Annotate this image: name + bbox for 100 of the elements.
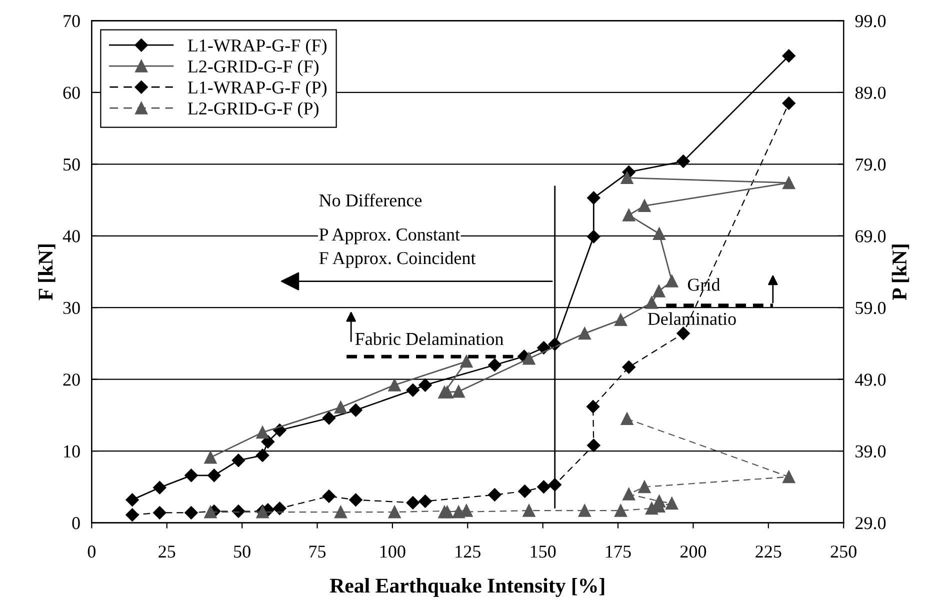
point (587, 230, 600, 244)
point (782, 176, 796, 190)
point (782, 96, 796, 110)
point (184, 506, 198, 520)
point (388, 506, 401, 518)
point (782, 470, 796, 484)
x-tick-label: 75 (309, 546, 326, 558)
y2-tick-label: 69.0 (855, 230, 886, 242)
point (406, 496, 420, 510)
legend-label: L2-GRID-G-F (P) (188, 102, 318, 118)
point (349, 493, 362, 506)
point (666, 497, 678, 510)
point (204, 451, 217, 464)
annotation: Fabric Delamination (355, 332, 504, 346)
point (261, 435, 275, 448)
y-axis-title: F [kN] (38, 244, 56, 300)
annotation: Grid (688, 278, 720, 291)
y-tick-label: 0 (72, 517, 80, 530)
point (622, 360, 636, 374)
point (388, 378, 401, 392)
legend-label: L2-GRID-G-F (F) (188, 60, 318, 76)
point (614, 504, 627, 517)
legend-label: L1-WRAP-G-F (P) (188, 80, 326, 98)
point (207, 468, 221, 482)
point (232, 504, 246, 518)
point (256, 426, 269, 439)
point (587, 191, 600, 204)
annotation: P Approx. Constant (319, 228, 460, 244)
point (126, 508, 139, 522)
point (232, 454, 246, 467)
y2-tick-label: 79.0 (856, 158, 886, 171)
point (153, 481, 166, 494)
point (406, 384, 420, 397)
point (676, 154, 690, 168)
point (614, 314, 627, 326)
point (488, 358, 502, 372)
annotation: Delaminatio (648, 312, 736, 325)
y-tick-label: 30 (63, 302, 80, 314)
point (256, 448, 270, 462)
x-tick-label: 250 (830, 546, 856, 558)
y-tick-label: 20 (63, 374, 80, 386)
point (440, 506, 454, 518)
point (620, 172, 634, 184)
point (578, 504, 591, 517)
y2-axis-title: P [kN] (892, 244, 910, 300)
x-tick-label: 175 (606, 546, 631, 558)
point (460, 355, 473, 368)
x-tick-label: 225 (756, 546, 782, 558)
point (273, 502, 286, 516)
x-tick-label: 50 (234, 546, 250, 558)
x-tick-label: 25 (158, 546, 176, 558)
y-tick-label: 40 (62, 230, 80, 242)
point (622, 488, 636, 500)
point (153, 506, 166, 520)
y-tick-label: 60 (63, 86, 80, 99)
y-tick-label: 70 (64, 14, 80, 28)
x-tick-label: 125 (456, 546, 480, 558)
y2-tick-label: 59.0 (856, 302, 886, 314)
x-tick-label: 150 (530, 546, 556, 558)
point (334, 401, 347, 414)
legend-label: L1-WRAP-G-F (F) (188, 38, 326, 56)
y2-tick-label: 29.0 (855, 517, 886, 530)
annotation: F Approx. Coincident (319, 252, 476, 268)
point (418, 378, 432, 392)
point (418, 494, 432, 508)
point (322, 490, 336, 503)
x-tick-label: 0 (88, 546, 96, 558)
point (652, 284, 666, 298)
x-axis-title: Real Earthquake Intensity [%] (330, 578, 604, 597)
point (652, 227, 666, 240)
point (522, 352, 536, 365)
point (322, 411, 336, 425)
point (537, 480, 550, 494)
point (349, 404, 362, 417)
point (782, 49, 796, 62)
point (676, 326, 690, 340)
point (586, 400, 600, 414)
point (452, 385, 465, 398)
annotation: No Difference (319, 194, 422, 206)
y2-tick-label: 99.0 (855, 14, 886, 28)
point (666, 274, 678, 288)
y2-tick-label: 49.0 (855, 374, 886, 386)
point (518, 484, 532, 498)
point (204, 506, 217, 518)
point (334, 506, 347, 518)
x-tick-label: 100 (380, 546, 406, 558)
point (645, 296, 658, 309)
y2-tick-label: 39.0 (856, 445, 886, 458)
y-tick-label: 10 (64, 445, 80, 458)
point (638, 200, 651, 212)
point (652, 495, 666, 508)
point (638, 480, 651, 494)
point (452, 506, 465, 518)
point (488, 488, 502, 502)
x-tick-label: 200 (680, 546, 706, 558)
point (622, 208, 636, 222)
point (620, 412, 634, 426)
point (184, 468, 198, 482)
point (522, 504, 536, 517)
point (126, 493, 139, 506)
